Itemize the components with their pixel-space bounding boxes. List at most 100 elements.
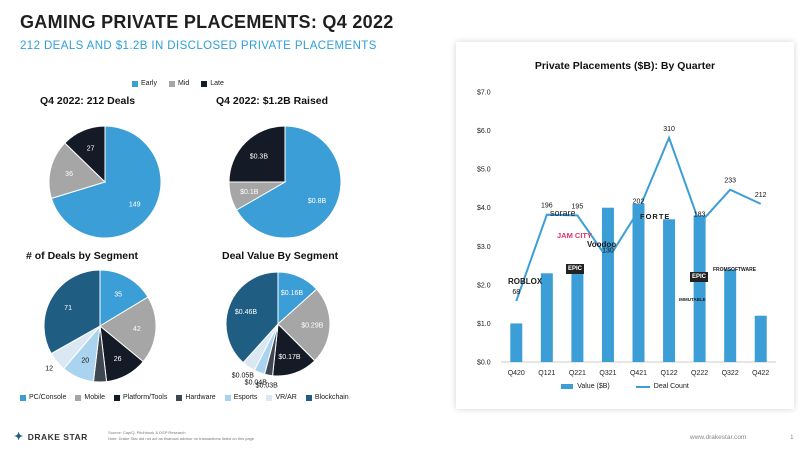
brand-logo-fromsoftware: FROMSOFTWARE bbox=[713, 267, 757, 273]
pie-title-deals-segment: # of Deals by Segment bbox=[26, 250, 139, 262]
y-tick-label: $2.0 bbox=[477, 282, 491, 289]
legend-item-mid: Mid bbox=[168, 80, 189, 87]
pie-data-label: $0.3B bbox=[250, 153, 269, 160]
legend-item-vr-ar: VR/AR bbox=[266, 394, 297, 401]
legend-item-esports: Esports bbox=[224, 394, 257, 401]
star-icon: ✦ bbox=[14, 431, 24, 443]
stage-legend: Early Mid Late bbox=[132, 80, 224, 87]
brand-logo-roblox: ROBLOX bbox=[508, 277, 543, 286]
deal-count-label: 202 bbox=[633, 199, 645, 206]
pie-slice-blockchain bbox=[225, 271, 279, 364]
brand-logo-immutable: IMMUTABLE bbox=[679, 297, 706, 302]
legend-item-pc-console: PC/Console bbox=[20, 394, 66, 401]
pie-data-label: $0.29B bbox=[301, 322, 324, 329]
y-tick-label: $0.0 bbox=[477, 360, 491, 367]
pie-title-raised: Q4 2022: $1.2B Raised bbox=[216, 95, 329, 107]
bar-Q420 bbox=[510, 323, 523, 362]
deal-count-label: 233 bbox=[724, 178, 736, 185]
deal-count-label: 183 bbox=[694, 211, 706, 218]
x-tick-label: Q221 bbox=[569, 370, 586, 377]
legend-item-blockchain: Blockchain bbox=[305, 394, 349, 401]
pie-data-label: $0.05B bbox=[232, 373, 255, 380]
footer-url[interactable]: www.drakestar.com bbox=[690, 434, 747, 441]
pie-slice-mobile bbox=[277, 288, 331, 362]
x-tick-label: Q420 bbox=[508, 370, 525, 377]
drake-star-logo: ✦ DRAKE STAR bbox=[14, 431, 88, 443]
y-tick-label: $1.0 bbox=[477, 321, 491, 328]
y-tick-label: $3.0 bbox=[477, 244, 491, 251]
legend-item-deal-count: Deal Count bbox=[635, 383, 689, 390]
pie-data-label: $0.17B bbox=[278, 354, 301, 361]
y-tick-label: $7.0 bbox=[477, 90, 491, 97]
pie-slice-early bbox=[50, 125, 162, 239]
legend-item-early: Early bbox=[132, 80, 157, 87]
bar-Q421 bbox=[632, 203, 645, 362]
brand-logo-sorare: sorare bbox=[550, 208, 576, 218]
pie-chart-raised: $0.8B $0.1B $0.3B bbox=[228, 125, 342, 239]
deal-count-label: 212 bbox=[755, 192, 767, 199]
brand-logo-jamcity: JAM CITY bbox=[557, 231, 593, 240]
pie-slice-late bbox=[64, 125, 106, 184]
bar-Q222 bbox=[693, 215, 706, 362]
deal-count-label: 130 bbox=[602, 247, 614, 254]
bar-Q322 bbox=[724, 269, 737, 362]
brand-logo-epic-2: EPIC bbox=[690, 272, 709, 282]
segment-legend: PC/Console Mobile Platform/Tools Hardwar… bbox=[20, 394, 349, 401]
pie-data-label: 71 bbox=[64, 305, 72, 312]
pie-data-label: 35 bbox=[114, 291, 122, 298]
brand-logo-forte: FORTE bbox=[640, 212, 671, 221]
page-number: 1 bbox=[790, 434, 794, 441]
bar-Q121 bbox=[540, 273, 553, 362]
pie-data-label: 149 bbox=[129, 201, 141, 208]
pie-slice-pc-console bbox=[99, 269, 149, 327]
y-tick-label: $6.0 bbox=[477, 128, 491, 135]
pie-data-label: 20 bbox=[81, 357, 89, 364]
bar-Q122 bbox=[663, 219, 676, 362]
quarterly-chart-panel: Private Placements ($B): By Quarter $0.0… bbox=[456, 42, 794, 409]
bar-Q221 bbox=[571, 269, 584, 362]
x-tick-label: Q121 bbox=[538, 370, 555, 377]
pie-data-label: $0.8B bbox=[308, 198, 327, 205]
pie-chart-value-segment: $0.16B $0.29B $0.17B $0.03B$0.04B$0.05B $0.4… bbox=[225, 271, 331, 389]
pie-title-value-segment: Deal Value By Segment bbox=[222, 250, 339, 262]
brand-logo-epic-1: EPIC bbox=[566, 264, 585, 274]
bar-Q422 bbox=[754, 315, 767, 362]
pie-slice-early bbox=[235, 125, 342, 239]
footer-source: Source: CapIQ, Pitchbook & DSP Research … bbox=[108, 430, 255, 441]
legend-item-platform-tools: Platform/Tools bbox=[113, 394, 167, 401]
legend-item-mobile: Mobile bbox=[75, 394, 105, 401]
brand-logo-voodoo: Voodoo bbox=[587, 240, 617, 249]
deal-count-label: 195 bbox=[572, 203, 584, 210]
x-tick-label: Q321 bbox=[599, 370, 616, 377]
pie-data-label: $0.1B bbox=[240, 189, 259, 196]
y-tick-label: $4.0 bbox=[477, 205, 491, 212]
x-tick-label: Q122 bbox=[660, 370, 677, 377]
pie-slice-blockchain bbox=[43, 269, 101, 355]
pie-slice-mid bbox=[48, 142, 106, 199]
legend-item-value: Value ($B) bbox=[561, 383, 610, 390]
x-tick-label: Q322 bbox=[722, 370, 739, 377]
pie-data-label: $0.04B bbox=[245, 379, 268, 386]
deal-count-label: 68 bbox=[512, 289, 520, 296]
x-tick-label: Q421 bbox=[630, 370, 647, 377]
bar-chart-legend: Value ($B) Deal Count bbox=[456, 383, 794, 390]
pie-data-label: $0.16B bbox=[281, 290, 304, 297]
deal-count-label: 196 bbox=[541, 203, 553, 210]
pie-data-label: 36 bbox=[65, 171, 73, 178]
bar-chart-title: Private Placements ($B): By Quarter bbox=[534, 60, 716, 72]
pie-data-label: 42 bbox=[133, 326, 141, 333]
legend-item-hardware: Hardware bbox=[176, 394, 216, 401]
page-title: GAMING PRIVATE PLACEMENTS: Q4 2022 bbox=[20, 12, 394, 32]
x-tick-label: Q222 bbox=[691, 370, 708, 377]
pie-data-label: 26 bbox=[114, 356, 122, 363]
y-tick-label: $5.0 bbox=[477, 167, 491, 174]
deal-count-line bbox=[515, 134, 762, 302]
legend-item-late: Late bbox=[201, 80, 224, 87]
x-tick-label: Q422 bbox=[752, 370, 769, 377]
deal-count-label: 310 bbox=[663, 126, 675, 133]
pie-title-deals: Q4 2022: 212 Deals bbox=[40, 95, 136, 107]
pie-data-label: 12 bbox=[45, 366, 53, 373]
quarterly-bar-line-chart: $0.0 $1.0 $2.0 $3.0 $4.0 $5.0 $6.0 $7.0 Q420 Q121… bbox=[477, 90, 776, 377]
pie-data-label: $0.03B bbox=[256, 382, 279, 389]
bar-Q321 bbox=[601, 207, 614, 362]
